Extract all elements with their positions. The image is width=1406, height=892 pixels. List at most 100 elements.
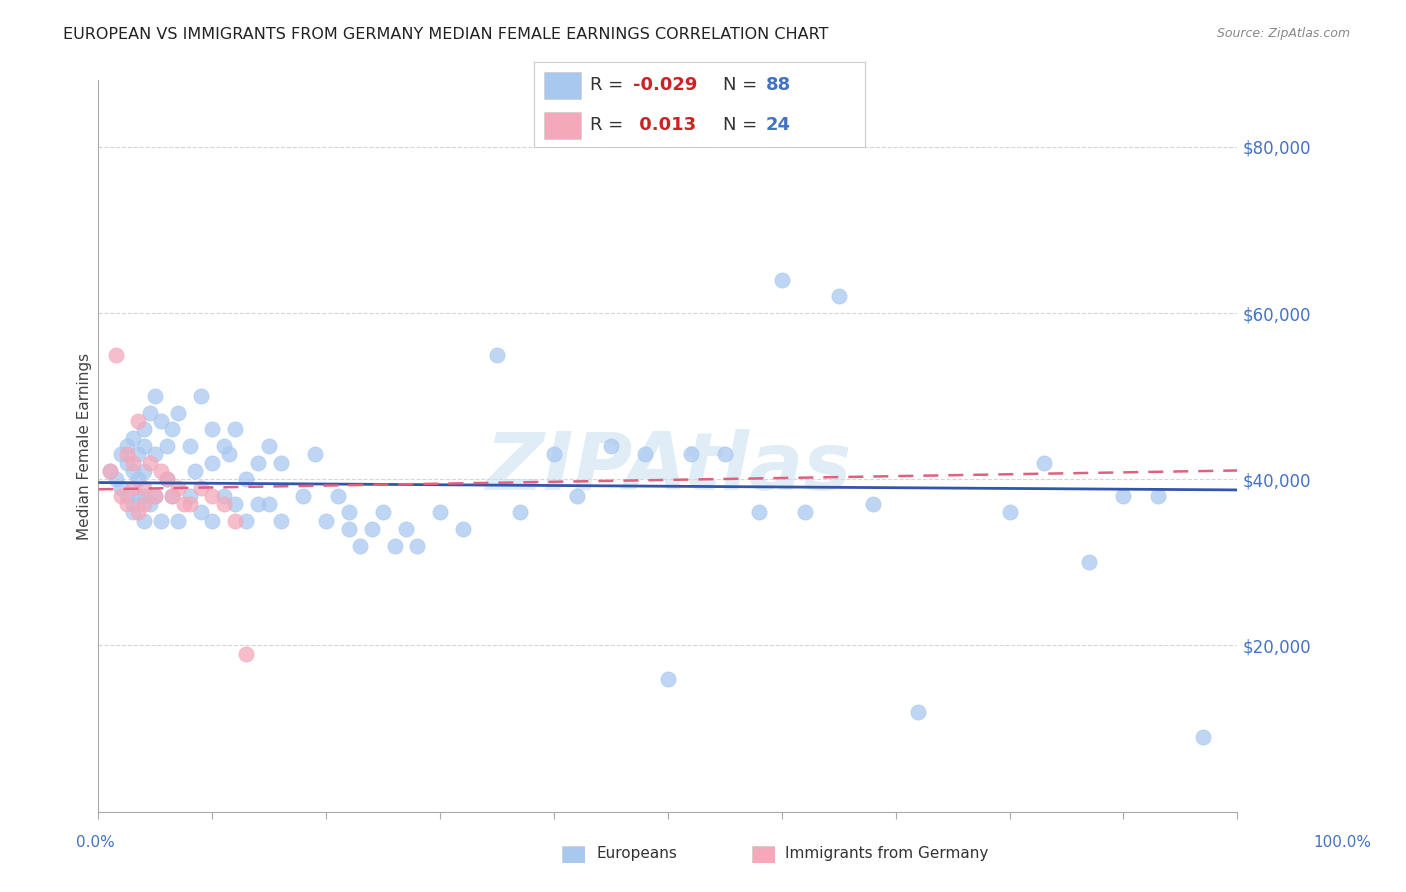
- Point: [998, 506, 1021, 520]
- Point: [907, 705, 929, 719]
- Point: [748, 506, 770, 520]
- Point: [162, 422, 184, 436]
- Point: [145, 489, 167, 503]
- Point: [793, 506, 815, 520]
- Point: [179, 497, 201, 511]
- Point: [179, 439, 201, 453]
- Point: [132, 489, 155, 503]
- Point: [145, 489, 167, 503]
- Point: [162, 489, 184, 503]
- Point: [115, 489, 138, 503]
- Point: [349, 539, 371, 553]
- Point: [235, 647, 257, 661]
- Point: [509, 506, 531, 520]
- Text: 88: 88: [765, 77, 790, 95]
- Point: [212, 497, 235, 511]
- Point: [634, 447, 657, 461]
- Point: [1146, 489, 1168, 503]
- Point: [98, 464, 121, 478]
- Text: 0.0%: 0.0%: [76, 836, 115, 850]
- Text: Immigrants from Germany: Immigrants from Germany: [785, 847, 988, 861]
- Point: [218, 447, 240, 461]
- Point: [138, 406, 160, 420]
- Point: [565, 489, 588, 503]
- Point: [98, 464, 121, 478]
- Point: [395, 522, 418, 536]
- Text: 24: 24: [765, 116, 790, 134]
- Point: [127, 414, 149, 428]
- Point: [360, 522, 382, 536]
- Point: [337, 506, 360, 520]
- Point: [150, 464, 173, 478]
- Point: [173, 497, 195, 511]
- Point: [235, 514, 257, 528]
- Point: [121, 464, 143, 478]
- Point: [104, 347, 127, 362]
- Point: [132, 497, 155, 511]
- Point: [121, 431, 143, 445]
- Point: [115, 497, 138, 511]
- Point: [121, 497, 143, 511]
- Bar: [544, 112, 581, 139]
- Point: [201, 489, 224, 503]
- Point: [115, 456, 138, 470]
- Point: [115, 439, 138, 453]
- Point: [138, 456, 160, 470]
- Point: [406, 539, 429, 553]
- Point: [212, 439, 235, 453]
- Point: [862, 497, 884, 511]
- Point: [246, 456, 269, 470]
- Point: [326, 489, 349, 503]
- Text: R =: R =: [591, 116, 630, 134]
- Point: [371, 506, 394, 520]
- Point: [259, 439, 281, 453]
- Point: [292, 489, 315, 503]
- Point: [127, 489, 149, 503]
- Point: [224, 422, 246, 436]
- Text: EUROPEAN VS IMMIGRANTS FROM GERMANY MEDIAN FEMALE EARNINGS CORRELATION CHART: EUROPEAN VS IMMIGRANTS FROM GERMANY MEDI…: [63, 27, 828, 42]
- Point: [127, 447, 149, 461]
- Point: [246, 497, 269, 511]
- Text: R =: R =: [591, 77, 630, 95]
- Point: [145, 447, 167, 461]
- Point: [162, 489, 184, 503]
- Text: 0.013: 0.013: [633, 116, 696, 134]
- Point: [110, 489, 132, 503]
- Point: [1192, 730, 1215, 744]
- Text: Europeans: Europeans: [596, 847, 678, 861]
- Point: [212, 489, 235, 503]
- Point: [110, 481, 132, 495]
- Point: [150, 514, 173, 528]
- Point: [270, 514, 292, 528]
- Point: [110, 447, 132, 461]
- Point: [132, 422, 155, 436]
- Point: [270, 456, 292, 470]
- Point: [156, 439, 179, 453]
- Point: [451, 522, 474, 536]
- Point: [167, 406, 190, 420]
- Point: [486, 347, 509, 362]
- Point: [201, 456, 224, 470]
- Point: [828, 289, 851, 303]
- Point: [679, 447, 702, 461]
- Point: [201, 422, 224, 436]
- Point: [179, 489, 201, 503]
- Point: [150, 414, 173, 428]
- Text: 100.0%: 100.0%: [1313, 836, 1372, 850]
- Point: [121, 456, 143, 470]
- Point: [145, 389, 167, 403]
- Point: [132, 464, 155, 478]
- Point: [121, 506, 143, 520]
- Point: [127, 472, 149, 486]
- Point: [1112, 489, 1135, 503]
- Point: [132, 481, 155, 495]
- Bar: [544, 71, 581, 99]
- Point: [156, 472, 179, 486]
- Text: ZIPAtlas: ZIPAtlas: [485, 429, 851, 507]
- Point: [600, 439, 623, 453]
- Point: [127, 506, 149, 520]
- Text: Source: ZipAtlas.com: Source: ZipAtlas.com: [1216, 27, 1350, 40]
- Point: [543, 447, 565, 461]
- Point: [190, 506, 212, 520]
- Point: [224, 497, 246, 511]
